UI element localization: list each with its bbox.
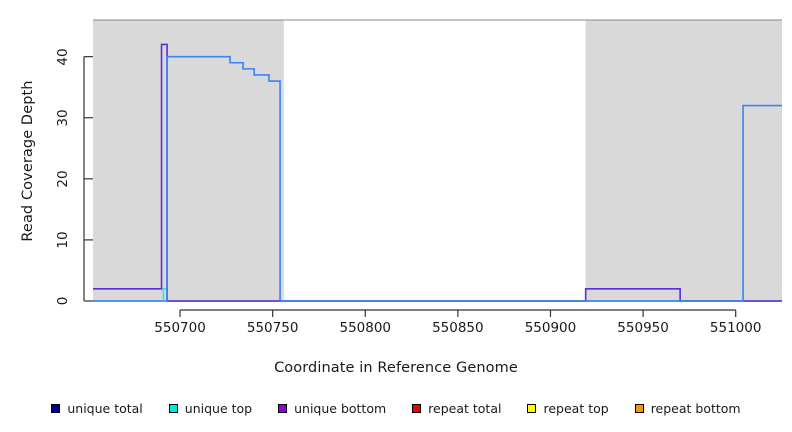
square-swatch xyxy=(51,403,61,413)
legend-item-unique-total[interactable]: unique total xyxy=(51,400,143,416)
legend-label: unique bottom xyxy=(294,400,387,416)
x-tick-label-550850: 550850 xyxy=(432,320,484,336)
repeat-region-left xyxy=(93,20,284,301)
legend-item-unique-bottom[interactable]: unique bottom xyxy=(278,401,386,416)
series-line-unique-total xyxy=(93,55,782,302)
series-path-group xyxy=(93,43,782,302)
axis-tick-group xyxy=(84,56,737,317)
legend-label: unique total xyxy=(67,400,143,416)
y-tick-label-0: 0 xyxy=(55,296,71,306)
x-tick-label-550800: 550800 xyxy=(339,320,392,336)
legend-item-repeat-top[interactable]: repeat top xyxy=(527,400,609,416)
x-tick-label-550900: 550900 xyxy=(524,320,577,336)
square-swatch xyxy=(412,403,422,413)
legend-label: unique top xyxy=(184,400,253,416)
y-axis-title: Read Coverage Depth xyxy=(20,79,36,242)
square-swatch xyxy=(168,403,178,413)
y-tick-label-20: 20 xyxy=(55,170,71,188)
legend-label: repeat bottom xyxy=(650,400,741,416)
repeat-region-right xyxy=(585,20,782,301)
y-tick-label-30: 30 xyxy=(55,109,71,127)
y-tick-label-10: 10 xyxy=(55,231,71,249)
x-tick-label-550950: 550950 xyxy=(617,320,669,336)
x-tick-label-551000: 551000 xyxy=(709,320,762,336)
chart-legend: unique total unique top unique bottom repea… xyxy=(0,398,792,418)
square-swatch xyxy=(278,403,288,413)
square-swatch xyxy=(634,403,644,413)
legend-item-repeat-bottom[interactable]: repeat bottom xyxy=(634,400,741,416)
legend-item-repeat-total[interactable]: repeat total xyxy=(412,401,501,416)
legend-label: repeat top xyxy=(543,400,609,416)
y-tick-label-40: 40 xyxy=(55,48,71,66)
x-tick-label-550750: 550750 xyxy=(246,320,299,336)
legend-label: repeat total xyxy=(428,400,502,416)
shaded-band-group xyxy=(93,20,782,301)
legend-item-unique-top[interactable]: unique top xyxy=(168,400,253,416)
x-axis-title: Coordinate in Reference Genome xyxy=(274,360,518,376)
x-tick-label-550700: 550700 xyxy=(154,320,206,336)
square-swatch xyxy=(527,403,537,413)
